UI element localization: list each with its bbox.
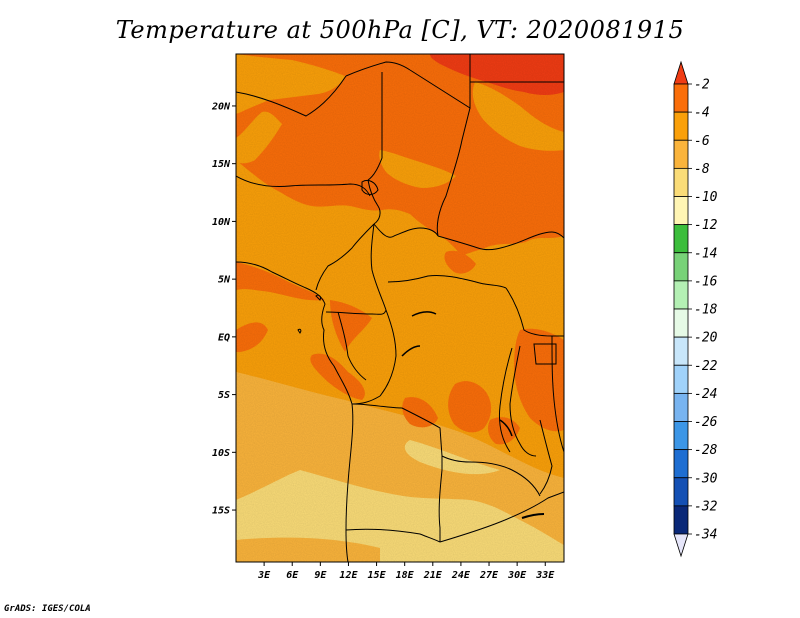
border-chad-nigeria bbox=[367, 179, 381, 225]
x-tick-label: 21E bbox=[423, 570, 443, 581]
border-cameroon-car bbox=[370, 223, 387, 311]
credit-label: GrADS: IGES/COLA bbox=[4, 604, 91, 614]
lake-tanganyika-east bbox=[509, 345, 537, 457]
colorbar-label: -2 bbox=[694, 78, 710, 93]
colorbar-swatch bbox=[673, 364, 689, 394]
border-tanzania bbox=[551, 335, 564, 453]
colorbar-label: -10 bbox=[694, 190, 718, 205]
border-chad-sudan bbox=[436, 107, 471, 237]
bioko-island bbox=[315, 294, 321, 301]
border-zambia-mozambique bbox=[439, 491, 564, 543]
x-tick-label: 27E bbox=[479, 570, 499, 581]
y-axis: 20N 15N 10N 5N EQ 5S 10S 15S bbox=[211, 101, 236, 517]
colorbar-label: -28 bbox=[694, 443, 718, 458]
map-title: Temperature at 500hPa [C], VT: 202008191… bbox=[115, 16, 685, 44]
border-algeria-niger bbox=[236, 75, 347, 117]
colorbar-label: -6 bbox=[694, 134, 710, 149]
colorbar-swatch bbox=[673, 336, 689, 366]
colorbar-swatch bbox=[673, 449, 689, 479]
colorbar-label: -16 bbox=[694, 274, 718, 289]
colorbar-label: -24 bbox=[694, 387, 717, 402]
lake-victoria-outline bbox=[533, 343, 557, 365]
colorbar-swatch bbox=[673, 111, 689, 141]
colorbar-swatch bbox=[673, 196, 689, 226]
border-drc-angola bbox=[351, 403, 541, 497]
y-tick-label: 5N bbox=[218, 275, 231, 286]
colorbar-swatch bbox=[673, 83, 689, 113]
border-angola-namibia bbox=[345, 528, 441, 543]
y-tick-label: 15S bbox=[212, 506, 230, 517]
colorbar-swatch bbox=[673, 421, 689, 451]
x-tick-label: 15E bbox=[368, 570, 387, 581]
colorbar-swatch bbox=[673, 308, 689, 338]
field-grain bbox=[236, 54, 564, 562]
y-tick-label: 15N bbox=[212, 159, 231, 170]
colorbar-top-triangle bbox=[673, 60, 689, 85]
lake-malawi bbox=[539, 419, 553, 495]
colorbar-swatch bbox=[673, 139, 689, 169]
lake-chad bbox=[361, 179, 379, 195]
colorbar-label: -14 bbox=[694, 246, 717, 261]
x-tick-label: 30E bbox=[507, 570, 527, 581]
colorbar-swatch bbox=[673, 224, 689, 254]
colorbar-swatch bbox=[673, 477, 689, 507]
border-sudan-southsudan bbox=[437, 231, 564, 251]
border-angola-zambia bbox=[438, 456, 443, 542]
y-tick-label: 10N bbox=[212, 217, 231, 228]
colorbar-swatch bbox=[673, 252, 689, 282]
border-car-drc bbox=[387, 275, 507, 289]
x-tick-label: 18E bbox=[396, 570, 415, 581]
colorbar-bottom-triangle bbox=[673, 533, 689, 558]
x-axis: 3E 6E 9E 12E 15E 18E 21E 24E 27E 30E 33E bbox=[257, 562, 555, 581]
colorbar-swatch bbox=[673, 280, 689, 310]
border-niger-libya bbox=[345, 61, 411, 77]
colorbar-label: -12 bbox=[694, 218, 718, 233]
colorbar-label: -22 bbox=[694, 359, 718, 374]
plot-frame bbox=[235, 53, 565, 563]
colorbar-label: -34 bbox=[694, 528, 717, 543]
y-tick-label: 5S bbox=[218, 390, 230, 401]
colorbar-label: -30 bbox=[694, 471, 718, 486]
colorbar-label: -26 bbox=[694, 415, 718, 430]
colorbar-label: -20 bbox=[694, 331, 718, 346]
border-uganda bbox=[505, 287, 564, 337]
lake-tanganyika-west bbox=[499, 347, 513, 453]
temperature-field bbox=[236, 54, 564, 562]
y-tick-label: 20N bbox=[211, 101, 231, 112]
colorbar-swatch bbox=[673, 167, 689, 197]
x-tick-label: 12E bbox=[339, 570, 358, 581]
border-congo-drc bbox=[351, 309, 397, 405]
x-tick-label: 24E bbox=[451, 570, 471, 581]
colorbar-label: -4 bbox=[694, 106, 710, 121]
border-nigeria-cameroon bbox=[315, 223, 375, 291]
y-tick-label: EQ bbox=[218, 332, 230, 343]
x-tick-label: 6E bbox=[286, 570, 299, 581]
river-congo bbox=[401, 311, 437, 357]
x-tick-label: 3E bbox=[257, 570, 271, 581]
colorbar-swatch bbox=[673, 505, 689, 535]
lake-mweru bbox=[499, 419, 513, 437]
x-tick-label: 9E bbox=[314, 570, 327, 581]
border-gabon-congo bbox=[337, 311, 367, 381]
colorbar-swatch bbox=[673, 392, 689, 422]
border-cameroon-south bbox=[325, 309, 387, 315]
colorbar-label: -32 bbox=[694, 499, 718, 514]
x-tick-label: 33E bbox=[535, 570, 555, 581]
coastline-west-africa bbox=[236, 261, 354, 562]
lake-kariba bbox=[521, 513, 545, 519]
country-borders bbox=[236, 54, 564, 562]
sao-tome-island bbox=[297, 328, 302, 334]
border-libya-chad bbox=[367, 72, 383, 181]
colorbar-label: -8 bbox=[694, 162, 710, 177]
colorbar-label: -18 bbox=[694, 303, 718, 318]
y-tick-label: 10S bbox=[212, 448, 230, 459]
colorbar: -2 -4 -6 -8 -10 -12 -14 -16 -18 -20 -22 -24 -26 -28 -3… bbox=[673, 60, 718, 558]
border-chad-car bbox=[373, 223, 439, 238]
